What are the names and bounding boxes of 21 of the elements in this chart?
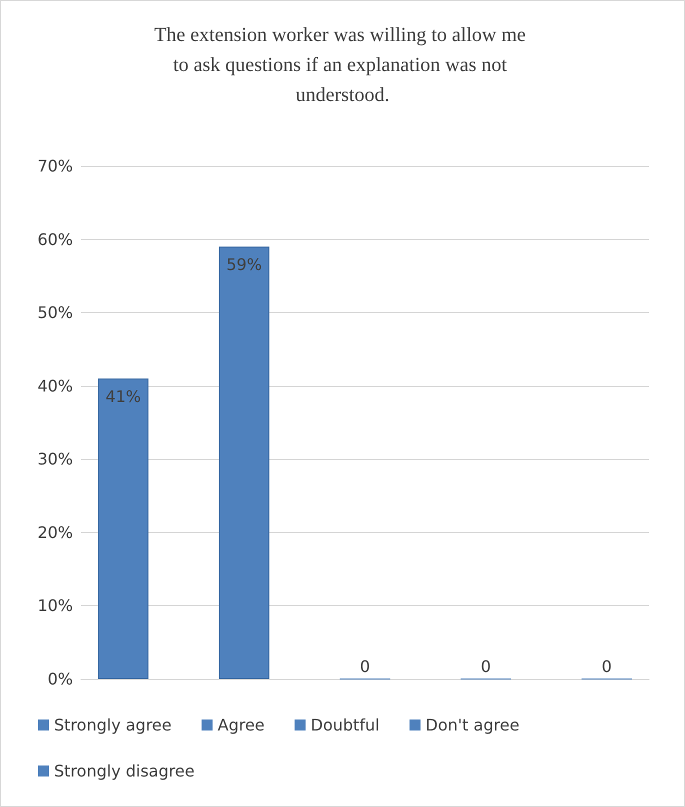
y-tick-label: 10% (37, 596, 73, 616)
y-tick-label: 0% (48, 670, 73, 688)
y-tick-label: 20% (37, 522, 73, 542)
legend-label: Doubtful (310, 716, 380, 734)
y-tick-label: 30% (37, 450, 73, 469)
data-label: 0 (480, 657, 491, 676)
data-label: 0 (602, 657, 612, 676)
bar (98, 378, 148, 679)
legend-label: Agree (218, 716, 265, 734)
legend-label: Strongly disagree (54, 762, 195, 780)
data-label: 0 (360, 657, 370, 676)
y-tick-label: 60% (37, 230, 73, 249)
y-tick-label: 50% (37, 303, 73, 322)
data-label: 59% (226, 255, 262, 274)
legend-label: Don't agree (426, 716, 520, 734)
data-label: 41% (105, 387, 142, 406)
bar (218, 246, 270, 679)
y-tick-label: 70% (37, 156, 73, 176)
chart-title: The extension worker was willing to allow me to ask questions if an explanation was not understood. (154, 24, 531, 106)
legend-label: Strongly agree (54, 716, 172, 734)
y-tick-label: 40% (37, 376, 73, 396)
